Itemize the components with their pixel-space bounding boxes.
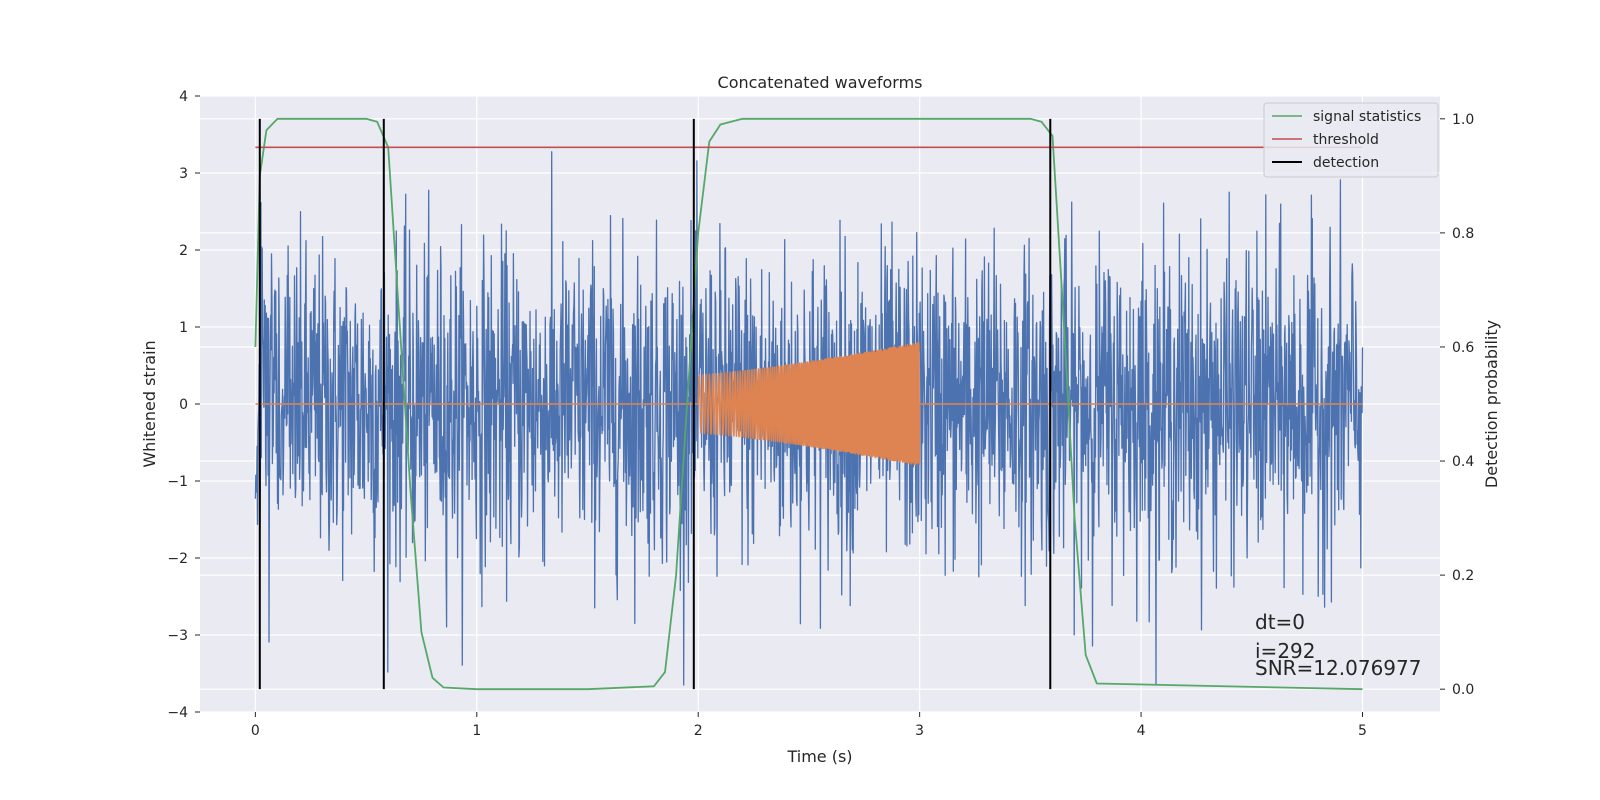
y-tick-label: −1 bbox=[167, 474, 188, 490]
y2-tick-label: 0.8 bbox=[1452, 226, 1474, 242]
series-signal-statistics bbox=[254, 117, 1363, 691]
annotation-dt: dt=0 bbox=[1255, 610, 1305, 634]
x-axis-ticks: 0 1 2 3 4 5 bbox=[251, 712, 1367, 739]
series-layer bbox=[254, 117, 1364, 691]
y-axis-ticks: −4 −3 −2 −1 0 1 2 3 4 bbox=[167, 89, 200, 721]
legend-label-signal-statistics: signal statistics bbox=[1313, 109, 1421, 125]
legend-frame bbox=[1263, 102, 1439, 178]
y2-tick-label: 0.2 bbox=[1452, 568, 1474, 584]
x-tick-label: 2 bbox=[694, 723, 703, 739]
y2-axis-ticks: 0.0 0.2 0.4 0.6 0.8 1.0 bbox=[1440, 112, 1474, 698]
y-tick-label: 4 bbox=[179, 89, 188, 105]
y-tick-label: 2 bbox=[179, 243, 188, 259]
annotation-snr: SNR=12.076977 bbox=[1255, 656, 1421, 680]
series-whitened-strain bbox=[254, 151, 1364, 686]
y-tick-label: −2 bbox=[167, 551, 188, 567]
y-tick-label: 0 bbox=[179, 397, 188, 413]
x-tick-label: 3 bbox=[915, 723, 924, 739]
y-tick-label: −3 bbox=[167, 628, 188, 644]
y-axis-label: Whitened strain bbox=[140, 340, 159, 467]
y2-tick-label: 0.6 bbox=[1452, 340, 1474, 356]
y2-tick-label: 0.0 bbox=[1452, 682, 1474, 698]
y-tick-label: 3 bbox=[179, 166, 188, 182]
annotation-index: i=292 bbox=[1255, 639, 1316, 663]
x-tick-label: 5 bbox=[1358, 723, 1367, 739]
x-axis-label: Time (s) bbox=[786, 747, 852, 766]
y-tick-label: −4 bbox=[167, 705, 188, 721]
chart-title: Concatenated waveforms bbox=[718, 73, 923, 92]
y2-tick-label: 0.4 bbox=[1452, 454, 1474, 470]
series-injected-waveform bbox=[255, 342, 1363, 466]
y2-axis-label: Detection probability bbox=[1482, 320, 1501, 488]
legend: signal statistics threshold detection bbox=[1263, 102, 1439, 178]
x-tick-label: 0 bbox=[251, 723, 260, 739]
x-tick-label: 1 bbox=[472, 723, 481, 739]
x-tick-label: 4 bbox=[1137, 723, 1146, 739]
legend-label-threshold: threshold bbox=[1313, 132, 1379, 148]
annotation-block: dt=0 i=292 SNR=12.076977 bbox=[1255, 610, 1421, 680]
y-tick-label: 1 bbox=[179, 320, 188, 336]
y2-tick-label: 1.0 bbox=[1452, 112, 1474, 128]
legend-label-detection: detection bbox=[1313, 155, 1379, 171]
